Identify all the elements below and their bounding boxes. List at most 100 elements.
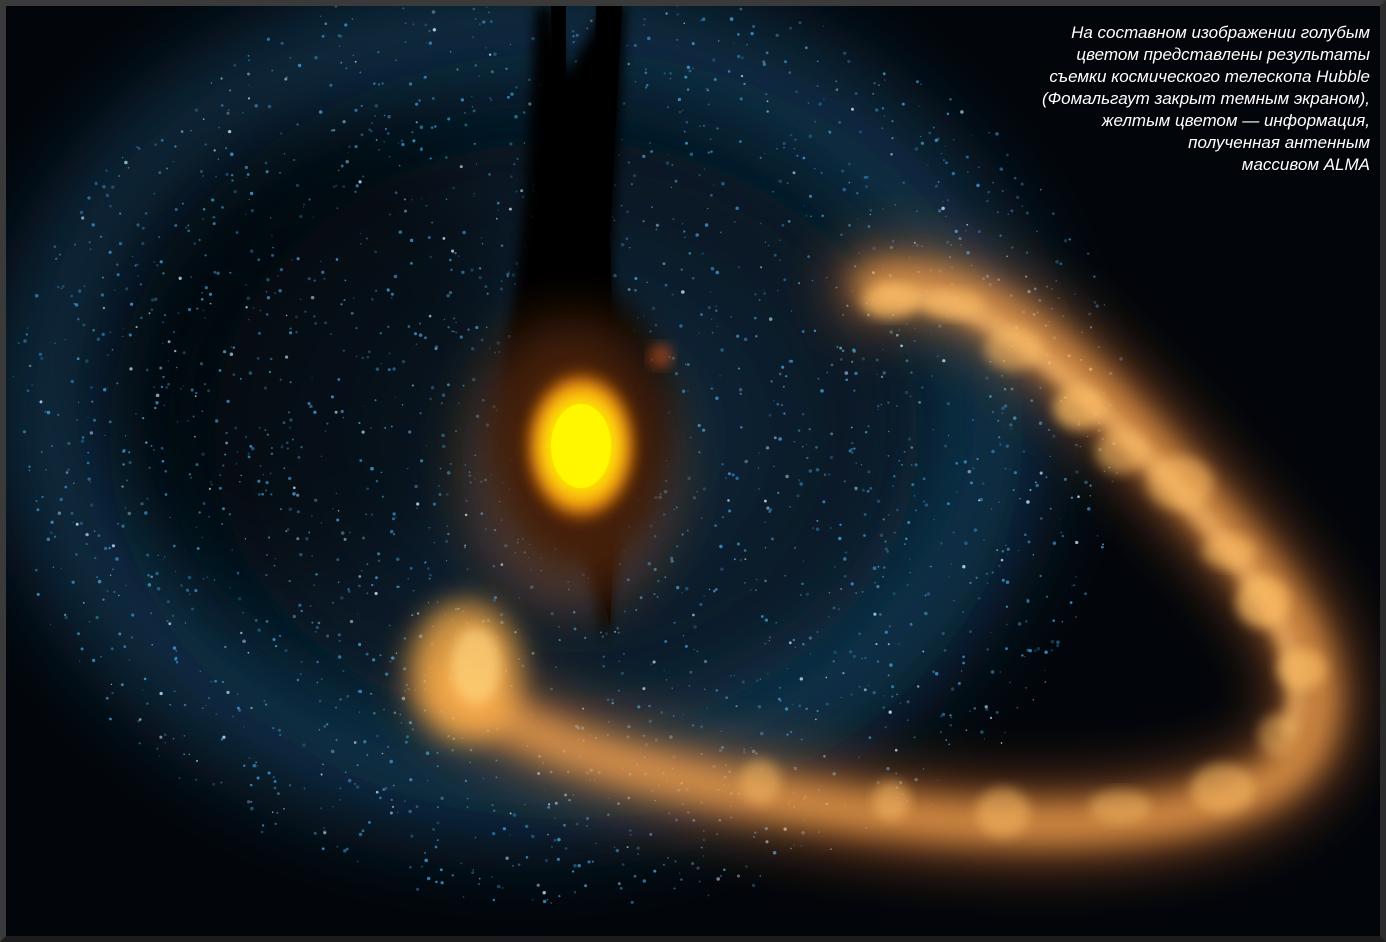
dust-speckle xyxy=(544,858,549,863)
dust-speckle xyxy=(707,103,710,106)
dust-speckle xyxy=(343,849,347,853)
dust-speckle xyxy=(590,19,593,23)
dust-speckle xyxy=(850,451,854,454)
dust-speckle xyxy=(217,126,221,129)
dust-speckle xyxy=(571,29,575,33)
dust-speckle xyxy=(379,654,382,657)
dust-speckle xyxy=(875,643,878,646)
dust-speckle xyxy=(731,473,735,477)
dust-speckle xyxy=(281,443,283,446)
dust-speckle xyxy=(805,592,809,596)
dust-speckle xyxy=(235,231,239,234)
dust-speckle xyxy=(443,318,446,321)
dust-speckle xyxy=(419,322,422,325)
dust-speckle xyxy=(760,222,762,225)
dust-speckle xyxy=(882,72,886,76)
dust-speckle xyxy=(201,292,203,294)
dust-speckle xyxy=(702,428,706,432)
dust-speckle xyxy=(705,87,710,92)
dust-speckle xyxy=(453,330,455,333)
dust-speckle xyxy=(983,738,986,740)
dust-speckle xyxy=(366,487,369,491)
dust-speckle xyxy=(445,156,448,159)
dust-speckle xyxy=(434,845,438,849)
dust-speckle xyxy=(475,325,479,330)
dust-speckle xyxy=(511,273,516,277)
dust-speckle xyxy=(698,880,701,883)
dust-speckle xyxy=(287,411,291,414)
dust-speckle xyxy=(106,589,109,593)
dust-speckle xyxy=(505,856,509,860)
dust-speckle xyxy=(361,829,365,833)
dust-speckle xyxy=(446,525,449,528)
dust-speckle xyxy=(363,740,367,744)
dust-speckle xyxy=(716,877,720,881)
dust-speckle xyxy=(339,787,342,790)
dust-speckle xyxy=(657,579,660,583)
dust-speckle xyxy=(714,524,717,527)
dust-speckle xyxy=(688,685,691,687)
dust-speckle xyxy=(738,388,743,392)
dust-speckle xyxy=(843,480,846,483)
dust-speckle xyxy=(247,72,250,76)
dust-speckle xyxy=(357,613,359,615)
dust-speckle xyxy=(413,332,418,336)
dust-speckle xyxy=(208,515,210,518)
dust-speckle xyxy=(40,356,44,360)
dust-speckle xyxy=(773,253,777,257)
dust-speckle xyxy=(366,355,370,359)
dust-speckle xyxy=(187,229,191,233)
dust-speckle xyxy=(760,615,764,618)
dust-speckle xyxy=(265,573,268,577)
dust-speckle xyxy=(903,450,906,453)
dust-speckle xyxy=(931,375,933,377)
dust-speckle xyxy=(760,266,763,269)
dust-speckle xyxy=(684,586,689,591)
dust-speckle xyxy=(693,625,697,629)
dust-speckle xyxy=(715,305,718,308)
dust-speckle xyxy=(910,463,913,466)
dust-speckle xyxy=(1030,399,1034,402)
dust-speckle xyxy=(50,531,53,535)
dust-speckle xyxy=(53,535,57,538)
dust-speckle xyxy=(841,169,845,173)
dust-speckle xyxy=(680,268,683,271)
dust-speckle xyxy=(634,276,638,281)
dust-speckle xyxy=(940,542,943,545)
dust-speckle xyxy=(222,507,225,511)
dust-speckle xyxy=(854,92,858,95)
dust-speckle xyxy=(139,283,143,286)
dust-speckle xyxy=(876,373,878,376)
dust-speckle xyxy=(486,6,488,8)
dust-speckle xyxy=(320,522,323,524)
dust-speckle xyxy=(751,883,756,888)
dust-speckle xyxy=(436,765,439,768)
dust-speckle xyxy=(828,130,832,134)
dust-speckle xyxy=(1039,471,1043,475)
dust-speckle xyxy=(87,196,91,200)
dust-speckle xyxy=(175,366,178,369)
dust-speckle xyxy=(937,180,940,183)
dust-speckle xyxy=(70,379,74,384)
dust-speckle xyxy=(411,614,414,617)
dust-speckle xyxy=(467,797,469,800)
dust-speckle xyxy=(710,193,713,197)
dust-speckle xyxy=(411,199,413,201)
dust-speckle xyxy=(709,138,712,141)
dust-speckle xyxy=(87,416,89,419)
dust-speckle xyxy=(389,213,391,216)
dust-speckle xyxy=(815,445,818,449)
dust-speckle xyxy=(379,332,382,335)
dust-speckle xyxy=(269,357,273,361)
caption-line: желтым цветом — информация, xyxy=(1101,111,1370,130)
dust-speckle xyxy=(199,362,204,366)
dust-speckle xyxy=(796,494,800,498)
dust-speckle xyxy=(757,467,760,469)
dust-speckle xyxy=(720,567,724,571)
dust-speckle xyxy=(838,608,840,610)
dust-speckle xyxy=(337,633,341,637)
dust-speckle xyxy=(850,582,854,586)
dust-speckle xyxy=(757,705,762,709)
dust-speckle xyxy=(215,419,219,423)
dust-speckle xyxy=(323,277,326,280)
